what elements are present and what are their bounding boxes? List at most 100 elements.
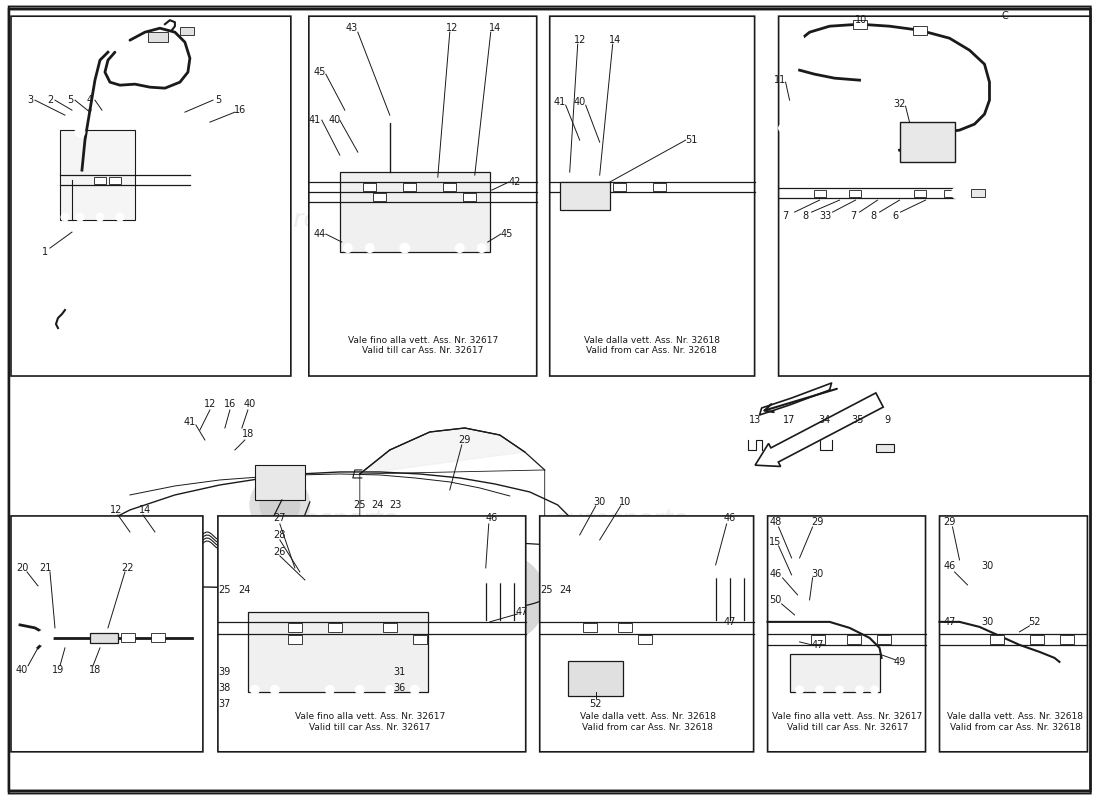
Circle shape [836, 686, 844, 694]
Text: 10: 10 [856, 15, 868, 25]
Bar [412, 635, 427, 644]
Text: 47: 47 [944, 617, 956, 627]
Text: eurosparts: eurosparts [552, 508, 686, 532]
FancyBboxPatch shape [11, 516, 202, 752]
Bar [340, 172, 490, 252]
Bar [618, 623, 631, 632]
Circle shape [399, 243, 410, 253]
Text: 33: 33 [820, 211, 832, 221]
Circle shape [76, 213, 84, 221]
Circle shape [481, 573, 491, 583]
Text: 50: 50 [769, 595, 782, 605]
Circle shape [788, 128, 795, 136]
Bar [463, 193, 476, 201]
Text: 18: 18 [242, 429, 254, 439]
Text: 52: 52 [1028, 617, 1041, 627]
Text: 10: 10 [618, 497, 630, 507]
Text: eurosparts: eurosparts [263, 508, 397, 532]
Circle shape [410, 686, 419, 694]
Bar [121, 634, 135, 642]
Circle shape [477, 243, 486, 253]
Text: 47: 47 [516, 607, 528, 617]
Circle shape [783, 442, 795, 454]
Circle shape [96, 213, 103, 221]
Circle shape [786, 577, 796, 587]
Bar [373, 193, 386, 201]
Text: 24: 24 [372, 500, 384, 510]
Bar [944, 190, 956, 197]
Text: 7: 7 [782, 211, 789, 221]
Circle shape [271, 686, 279, 694]
Text: 46: 46 [944, 561, 956, 571]
FancyBboxPatch shape [309, 16, 537, 376]
Circle shape [856, 686, 864, 694]
Text: 52: 52 [590, 699, 602, 709]
FancyBboxPatch shape [9, 6, 1090, 794]
Circle shape [60, 213, 69, 221]
Text: 18: 18 [89, 665, 101, 675]
Text: 38: 38 [219, 683, 231, 693]
Text: 30: 30 [981, 561, 993, 571]
Text: 4: 4 [87, 95, 94, 105]
Text: Vale fino alla vett. Ass. Nr. 32617
Valid till car Ass. Nr. 32617: Vale fino alla vett. Ass. Nr. 32617 Vali… [348, 336, 498, 355]
FancyBboxPatch shape [540, 516, 754, 752]
Text: 8: 8 [803, 211, 808, 221]
Text: 14: 14 [139, 505, 151, 515]
Text: 25: 25 [353, 500, 366, 510]
Text: 47: 47 [724, 617, 736, 627]
Bar [560, 182, 609, 210]
Bar [60, 130, 135, 220]
Circle shape [355, 686, 364, 694]
Bar [288, 635, 301, 644]
Bar [811, 635, 825, 644]
FancyArrow shape [755, 393, 883, 466]
FancyBboxPatch shape [11, 16, 290, 376]
Text: 29: 29 [459, 435, 471, 445]
Bar [852, 20, 867, 29]
Text: 11: 11 [773, 75, 785, 85]
Text: 1: 1 [42, 247, 48, 257]
Circle shape [37, 630, 53, 646]
Circle shape [455, 243, 464, 253]
Circle shape [870, 686, 879, 694]
Text: 30: 30 [594, 497, 606, 507]
Text: 40: 40 [329, 115, 341, 125]
Circle shape [795, 34, 804, 42]
Bar [328, 623, 342, 632]
Text: 12: 12 [110, 505, 122, 515]
Bar [90, 633, 118, 643]
Text: 45: 45 [314, 67, 326, 77]
Bar [363, 183, 376, 191]
Text: 44: 44 [314, 229, 326, 239]
FancyBboxPatch shape [218, 516, 526, 752]
Text: 25: 25 [540, 585, 553, 595]
Circle shape [384, 112, 395, 122]
Circle shape [103, 554, 191, 642]
Circle shape [251, 686, 260, 694]
Bar [971, 189, 986, 197]
Text: 25: 25 [219, 585, 231, 595]
FancyBboxPatch shape [550, 16, 755, 376]
Text: 46: 46 [724, 513, 736, 523]
Bar [877, 635, 891, 644]
Text: Vale dalla vett. Ass. Nr. 32618
Valid from car Ass. Nr. 32618: Vale dalla vett. Ass. Nr. 32618 Valid fr… [584, 336, 719, 355]
Bar [568, 661, 623, 696]
Text: 12: 12 [573, 35, 586, 45]
Circle shape [482, 578, 521, 618]
Circle shape [365, 243, 374, 253]
Circle shape [458, 554, 546, 642]
Text: 49: 49 [893, 657, 905, 667]
Text: 12: 12 [204, 399, 216, 409]
Circle shape [952, 187, 964, 199]
FancyBboxPatch shape [768, 516, 925, 752]
Bar [990, 635, 1004, 644]
Text: 46: 46 [485, 513, 498, 523]
Text: 35: 35 [851, 415, 864, 425]
Text: 27: 27 [274, 513, 286, 523]
Text: 41: 41 [184, 417, 196, 427]
Text: 14: 14 [608, 35, 620, 45]
Text: 30: 30 [812, 569, 824, 579]
Circle shape [128, 578, 168, 618]
Bar [790, 654, 880, 692]
Bar [638, 635, 651, 644]
